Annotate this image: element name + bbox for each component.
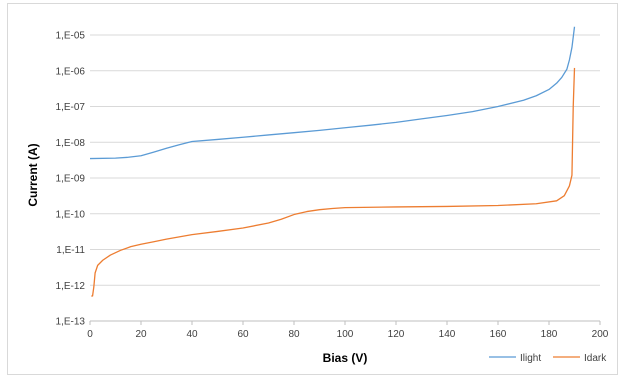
series-line-idark (91, 67, 576, 297)
series-line-ilight (89, 26, 576, 160)
grid-lines (90, 34, 600, 286)
x-tick-label: 60 (237, 329, 249, 340)
y-tick-label: 1,E-13 (56, 317, 86, 328)
y-tick-label: 1,E-06 (56, 66, 86, 77)
y-tick-label: 1,E-09 (56, 174, 86, 185)
y-tick-label: 1,E-11 (56, 245, 85, 256)
chart-frame (7, 3, 618, 375)
axes (89, 320, 601, 325)
series-lines (89, 26, 576, 297)
x-tick-label: 200 (592, 329, 609, 340)
x-tick-label: 80 (288, 329, 300, 340)
x-tick-label: 140 (439, 329, 456, 340)
y-tick-label: 1,E-08 (56, 138, 86, 149)
x-tick-label: 20 (135, 329, 147, 340)
y-tick-label: 1,E-10 (56, 209, 86, 220)
y-tick-label: 1,E-05 (56, 31, 86, 42)
y-axis-title: Current (A) (26, 143, 40, 206)
legend-label-ilight: Ilight (520, 353, 541, 364)
x-tick-label: 0 (87, 329, 93, 340)
x-tick-label: 40 (186, 329, 198, 340)
tick-labels: 1,E-05 1,E-06 1,E-07 1,E-08 1,E-09 1,E-10 1,E-… (56, 31, 609, 341)
x-tick-label: 120 (388, 329, 405, 340)
x-tick-label: 180 (541, 329, 558, 340)
x-tick-label: 160 (490, 329, 507, 340)
y-tick-label: 1,E-12 (56, 281, 86, 292)
legend-label-idark: Idark (584, 353, 607, 364)
x-axis-title: Bias (V) (323, 351, 368, 365)
y-tick-label: 1,E-07 (56, 102, 86, 113)
legend: Ilight Idark (489, 353, 607, 364)
x-tick-label: 100 (337, 329, 354, 340)
